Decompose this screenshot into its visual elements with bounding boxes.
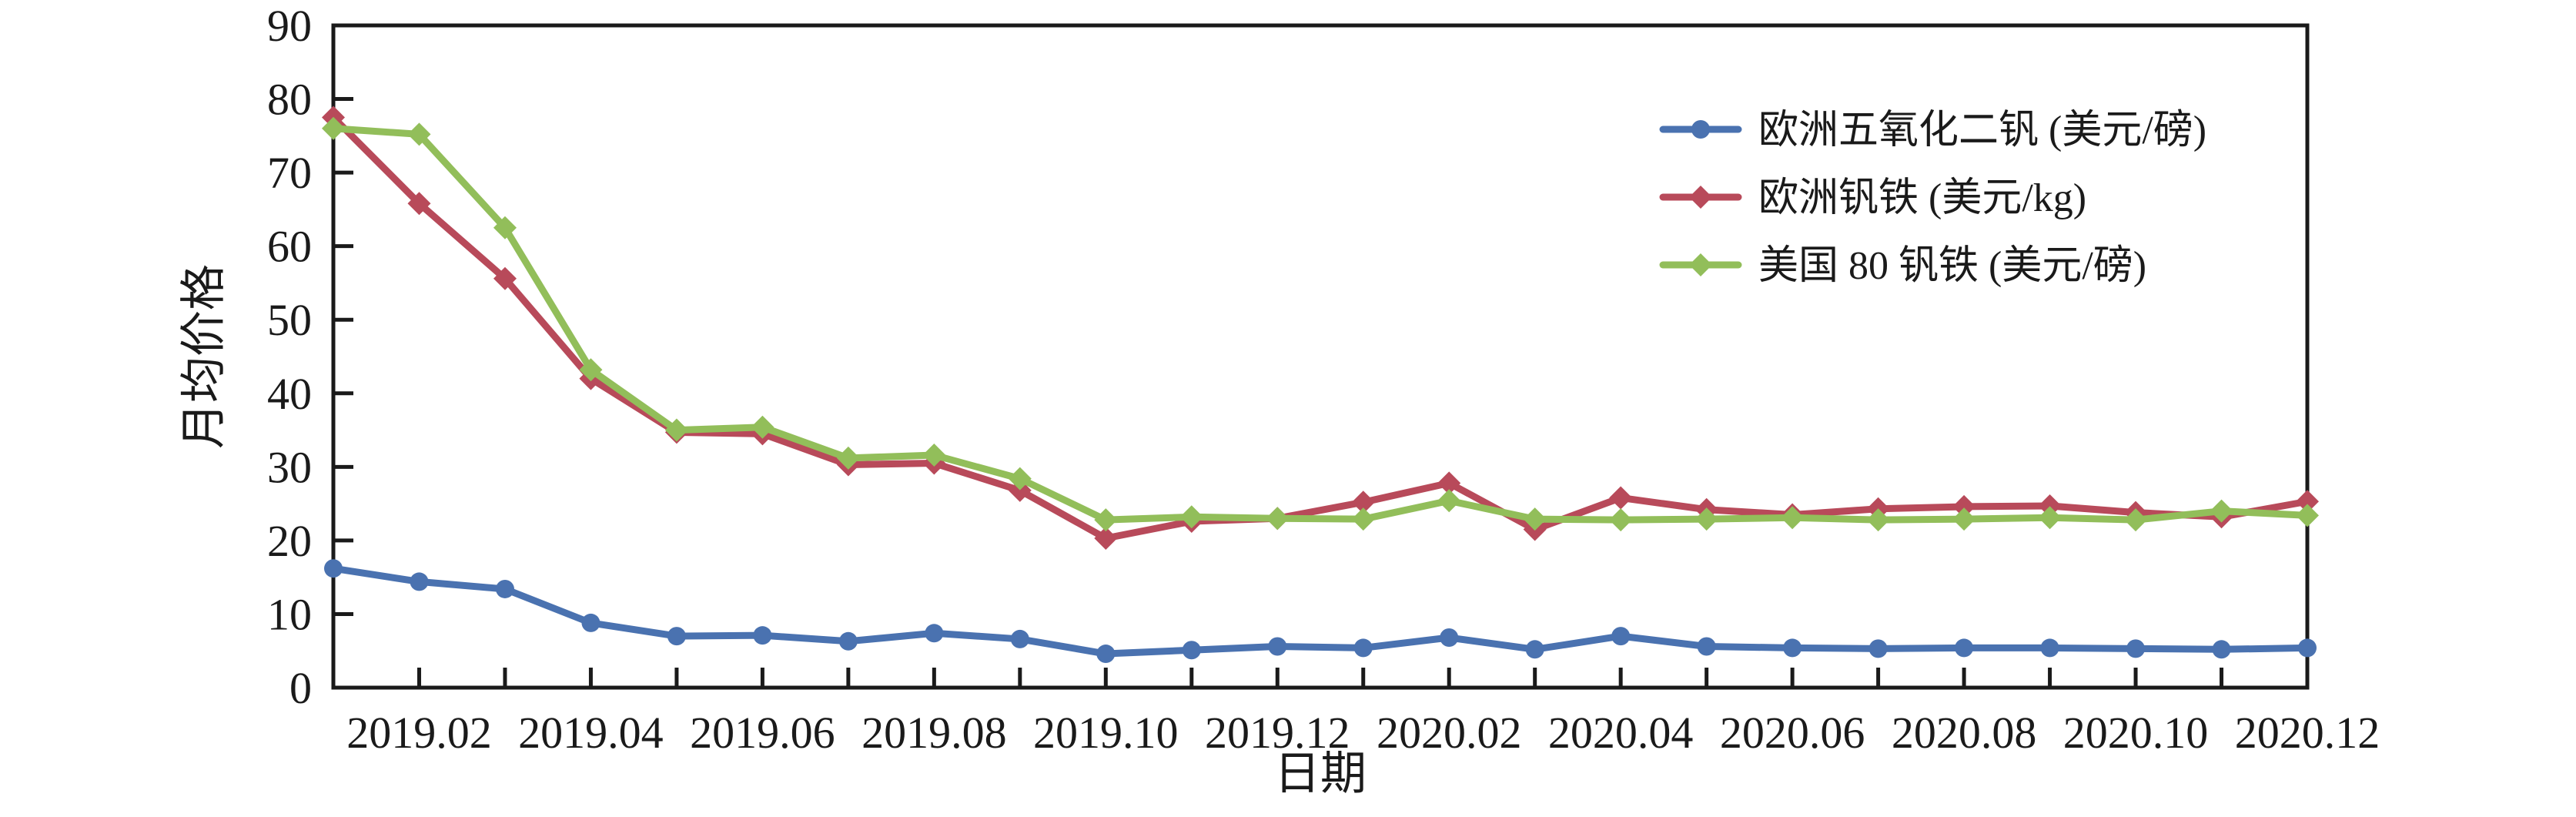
legend-marker-2 (1689, 253, 1712, 276)
series-marker-1 (1609, 486, 1633, 510)
series-marker-0 (1353, 638, 1373, 658)
legend-label-2: 美国 80 钒铁 (美元/磅) (1758, 244, 2146, 288)
series-line-2 (330, 125, 2311, 524)
series-marker-2 (1094, 508, 1118, 532)
series-marker-0 (838, 631, 858, 651)
series-marker-2 (322, 116, 345, 140)
x-tick-label: 2019.06 (690, 708, 835, 758)
x-axis-title: 日期 (1274, 748, 1367, 799)
x-tick-label: 2020.12 (2235, 708, 2380, 758)
series-marker-0 (1697, 637, 1716, 656)
legend-marker-1 (1689, 186, 1712, 209)
series-marker-1 (407, 192, 431, 216)
series-marker-2 (1609, 508, 1633, 532)
series-marker-2 (1866, 508, 1890, 532)
x-tick-label: 2020.04 (1548, 708, 1694, 758)
series-marker-0 (581, 613, 601, 632)
x-tick-label: 2020.02 (1377, 708, 1522, 758)
series-marker-1 (1952, 494, 1976, 518)
legend-marker-0 (1691, 120, 1710, 139)
series-marker-2 (1008, 467, 1032, 491)
series-marker-0 (2212, 640, 2231, 659)
x-tick-label: 2019.02 (346, 708, 492, 758)
series-marker-1 (1437, 471, 1461, 495)
series-marker-2 (2124, 508, 2148, 532)
y-tick-label: 50 (267, 295, 312, 345)
series-marker-2 (1781, 506, 1805, 530)
x-tick-label: 2020.10 (2063, 708, 2209, 758)
series-marker-0 (1611, 627, 1631, 646)
y-tick-label: 70 (267, 148, 312, 198)
legend-label-0: 欧洲五氧化二钒 (美元/磅) (1758, 109, 2206, 152)
series-marker-0 (1268, 637, 1287, 656)
series-marker-1 (493, 266, 517, 290)
y-tick-label: 40 (267, 369, 312, 419)
series-marker-1 (1094, 527, 1118, 551)
series-marker-0 (2126, 639, 2146, 658)
x-tick-label: 2019.12 (1205, 708, 1350, 758)
series-marker-2 (493, 216, 517, 239)
series-marker-0 (1096, 645, 1116, 664)
series-marker-2 (664, 418, 688, 442)
y-tick-label: 20 (267, 516, 312, 566)
series-marker-2 (2210, 499, 2233, 523)
series-marker-0 (667, 627, 686, 646)
series-marker-2 (1179, 505, 1203, 529)
y-tick-label: 0 (289, 663, 312, 713)
series-marker-2 (2038, 506, 2062, 530)
x-tick-label: 2019.08 (861, 708, 1007, 758)
series-marker-0 (2040, 638, 2059, 658)
series-marker-0 (1182, 641, 1201, 660)
x-tick-label: 2020.08 (1892, 708, 2037, 758)
plot-frame (331, 23, 2310, 690)
series-marker-2 (922, 444, 946, 467)
series-marker-0 (1783, 638, 1802, 658)
series-marker-2 (407, 122, 431, 146)
series-marker-0 (753, 626, 772, 645)
y-tick-label: 80 (267, 75, 312, 125)
series-marker-2 (1351, 507, 1375, 531)
y-tick-label: 30 (267, 442, 312, 492)
series-marker-2 (751, 415, 774, 439)
series-marker-2 (1266, 507, 1290, 531)
series-marker-2 (836, 446, 860, 470)
series-marker-1 (2038, 494, 2062, 517)
legend-label-1: 欧洲钒铁 (美元/kg) (1758, 176, 2086, 220)
series-marker-0 (1955, 638, 1974, 658)
series-marker-2 (1437, 489, 1461, 513)
series-line-0 (330, 564, 2311, 658)
y-tick-label: 60 (267, 222, 312, 272)
series-marker-0 (1010, 629, 1029, 648)
y-tick-label: 90 (267, 1, 312, 51)
x-tick-label: 2020.06 (1720, 708, 1865, 758)
series-marker-2 (1523, 507, 1547, 531)
series-marker-2 (579, 358, 603, 382)
series-marker-2 (1694, 507, 1718, 531)
series-marker-0 (1440, 628, 1459, 648)
series-marker-1 (2296, 490, 2319, 514)
series-marker-0 (324, 559, 343, 578)
series-marker-0 (2298, 638, 2317, 658)
series-marker-0 (495, 579, 514, 598)
series-marker-0 (925, 624, 944, 643)
series-marker-2 (2296, 504, 2319, 527)
series-marker-0 (1525, 640, 1544, 659)
x-tick-label: 2019.04 (518, 708, 664, 758)
series-marker-2 (1952, 507, 1976, 531)
series-marker-1 (1351, 491, 1375, 514)
series-marker-0 (410, 572, 429, 591)
y-axis-title: 月均价格 (179, 264, 229, 449)
x-tick-label: 2019.10 (1033, 708, 1179, 758)
series-marker-0 (1868, 639, 1888, 658)
y-tick-label: 10 (267, 589, 312, 639)
